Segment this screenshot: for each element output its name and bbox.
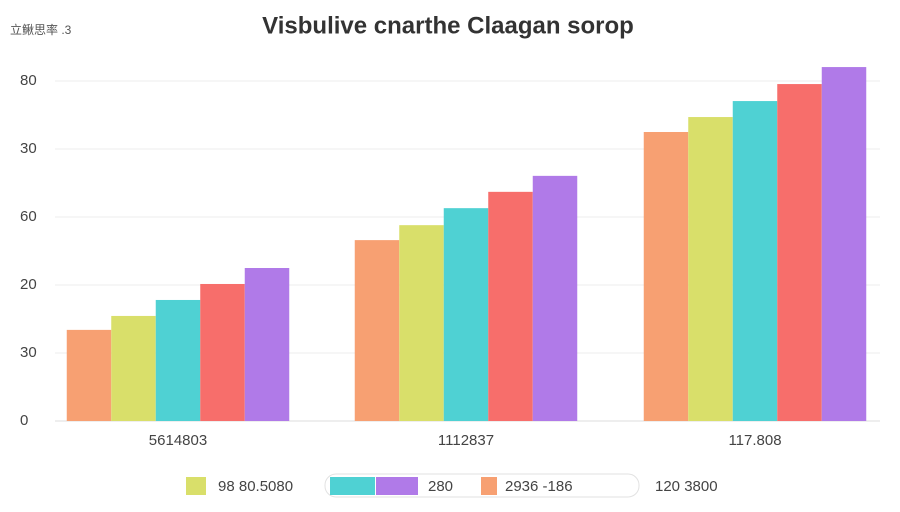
x-tick-label: 1112837 <box>438 432 494 449</box>
bar <box>821 67 867 421</box>
legend-box <box>324 473 640 498</box>
legend-label: 280 <box>428 478 453 495</box>
y-tick-label: 30 <box>20 344 37 361</box>
bar <box>443 208 489 421</box>
bar <box>688 117 733 421</box>
bar <box>200 283 245 421</box>
legend-swatch <box>376 477 418 495</box>
bar <box>777 84 822 421</box>
y-tick-label: 60 <box>20 208 37 225</box>
bar <box>354 240 400 421</box>
bar <box>399 225 444 421</box>
y-tick-label: 80 <box>20 72 37 89</box>
bar <box>643 132 689 421</box>
bar <box>532 175 578 421</box>
y-tick-label: 20 <box>20 276 37 293</box>
bar <box>488 191 533 421</box>
legend-label: 120 3800 <box>655 478 718 495</box>
bar <box>155 299 201 421</box>
bar <box>732 101 778 421</box>
legend-label: 2936 -186 <box>505 478 573 495</box>
legend-swatch <box>481 477 497 495</box>
x-tick-label: 117.808 <box>728 432 781 449</box>
bar <box>244 268 290 421</box>
legend-swatch <box>186 477 206 495</box>
chart-title: Visbulive cnarthe Claagan sorop <box>262 12 634 39</box>
corner-label: 立鳅思率 .3 <box>10 22 72 37</box>
y-tick-label: 30 <box>20 140 37 157</box>
x-tick-label: 5614803 <box>149 432 207 449</box>
bar <box>111 315 156 421</box>
y-tick-label: 0 <box>20 412 28 429</box>
legend-swatch <box>330 477 375 495</box>
legend-label: 98 80.5080 <box>218 478 293 495</box>
bar <box>66 329 112 421</box>
